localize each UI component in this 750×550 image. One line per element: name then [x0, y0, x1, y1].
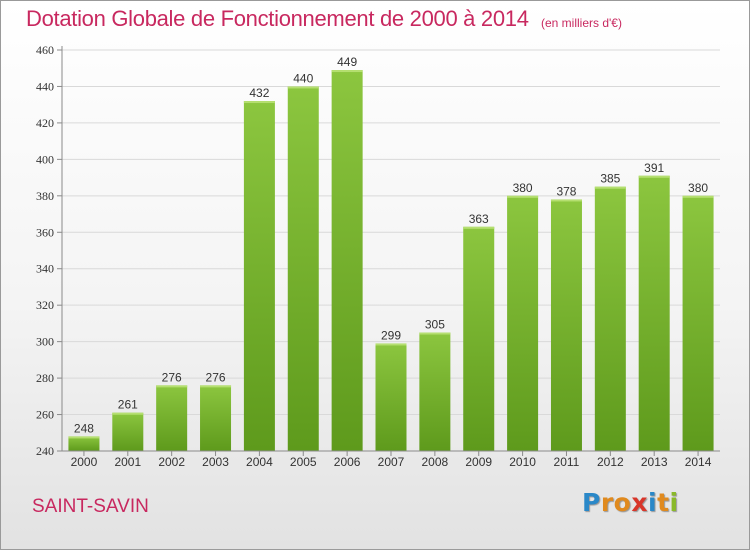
bar-highlight: [594, 186, 626, 189]
x-tick-label: 2013: [641, 455, 668, 469]
bar: [243, 101, 275, 451]
y-tick-label: 420: [36, 116, 54, 130]
x-tick-label: 2004: [246, 455, 273, 469]
bar-value-label: 440: [293, 71, 313, 85]
bar-value-label: 261: [118, 398, 138, 412]
y-tick-label: 260: [36, 408, 54, 422]
x-tick-label: 2009: [465, 455, 492, 469]
x-tick-label: 2003: [202, 455, 229, 469]
x-tick-label: 2008: [422, 455, 449, 469]
bar-value-label: 276: [162, 370, 182, 384]
bar-highlight: [463, 226, 495, 229]
x-tick-label: 2011: [554, 455, 580, 469]
bar-highlight: [156, 385, 188, 388]
bar: [638, 175, 670, 451]
x-tick-label: 2014: [685, 455, 712, 469]
x-tick-label: 2010: [509, 455, 536, 469]
bar-value-label: 380: [513, 181, 533, 195]
y-tick-label: 460: [36, 43, 54, 57]
bar-value-label: 380: [688, 181, 708, 195]
bar: [331, 70, 363, 452]
bar-value-label: 385: [600, 172, 620, 186]
bar-highlight: [68, 436, 100, 439]
logo-letter: x: [631, 488, 648, 517]
bar-highlight: [375, 343, 407, 346]
proxiti-logo: Proxiti: [582, 488, 679, 517]
y-tick-label: 320: [36, 298, 54, 312]
x-tick-label: 2005: [290, 455, 317, 469]
bar-value-label: 391: [644, 161, 664, 175]
y-tick-label: 240: [36, 444, 54, 458]
y-tick-label: 360: [36, 225, 54, 239]
bar: [550, 199, 582, 451]
logo-letter: t: [657, 488, 670, 517]
x-tick-label: 2006: [334, 455, 361, 469]
bar-value-label: 299: [381, 328, 401, 342]
y-tick-label: 380: [36, 189, 54, 203]
bar: [156, 385, 188, 451]
bar: [375, 343, 407, 451]
x-tick-label: 2001: [114, 455, 141, 469]
bar-value-label: 276: [206, 370, 226, 384]
bar: [112, 412, 144, 451]
bar: [287, 86, 319, 452]
bar-value-label: 378: [556, 184, 576, 198]
y-tick-label: 340: [36, 262, 54, 276]
chart-unit-label: (en milliers d'€): [541, 16, 622, 30]
bar-highlight: [331, 70, 363, 73]
chart-title: Dotation Globale de Fonctionnement de 20…: [26, 6, 529, 31]
bar-value-label: 248: [74, 421, 94, 435]
x-tick-label: 2000: [71, 455, 98, 469]
bar-highlight: [200, 385, 232, 388]
bar-highlight: [419, 332, 451, 335]
bar: [419, 332, 451, 451]
y-tick-label: 400: [36, 152, 54, 166]
y-tick-label: 440: [36, 79, 54, 93]
y-tick-label: 300: [36, 335, 54, 349]
bar-highlight: [112, 412, 144, 415]
bar-value-label: 449: [337, 55, 357, 69]
x-tick-label: 2002: [158, 455, 185, 469]
bar-value-label: 363: [469, 212, 489, 226]
bar: [682, 195, 714, 451]
logo-letter: o: [613, 488, 632, 517]
place-name: SAINT-SAVIN: [32, 496, 149, 517]
bar-highlight: [287, 86, 319, 89]
bar-highlight: [638, 175, 670, 178]
y-tick-label: 280: [36, 371, 54, 385]
bar: [594, 186, 626, 452]
bar-highlight: [243, 101, 275, 104]
bar: [463, 226, 495, 451]
x-tick-label: 2012: [597, 455, 624, 469]
bar-highlight: [507, 195, 539, 198]
logo-letter: i: [669, 488, 679, 517]
bar: [68, 436, 100, 451]
bar: [200, 385, 232, 451]
x-tick-label: 2007: [378, 455, 405, 469]
bar-value-label: 305: [425, 318, 445, 332]
bar-highlight: [682, 195, 714, 198]
logo-letter: P: [582, 488, 601, 517]
logo-letter: i: [648, 488, 658, 517]
bar-value-label: 432: [249, 86, 269, 100]
bar-highlight: [550, 199, 582, 202]
logo-letter: r: [600, 488, 614, 517]
bar: [507, 195, 539, 451]
